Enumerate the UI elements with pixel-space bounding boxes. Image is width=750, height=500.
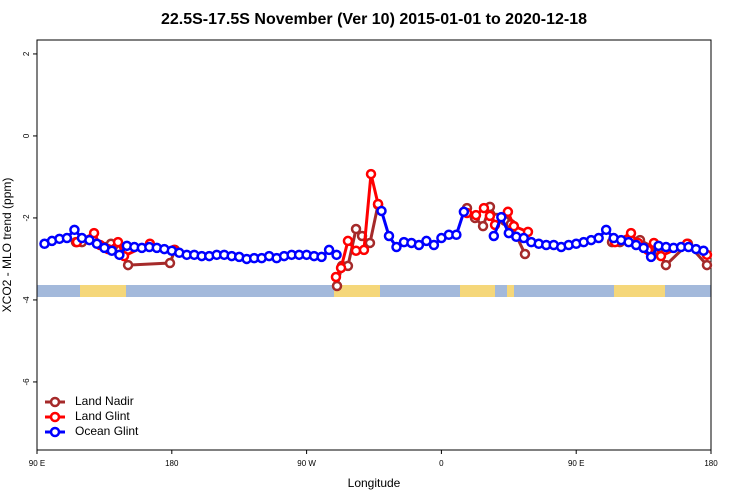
point bbox=[383, 230, 395, 242]
point bbox=[477, 220, 489, 232]
x-tick-label: 90 E bbox=[29, 459, 45, 468]
x-tick-label: 180 bbox=[704, 459, 718, 468]
x-tick-label: 90 E bbox=[568, 459, 584, 468]
point bbox=[413, 239, 425, 251]
point bbox=[364, 237, 376, 249]
point bbox=[331, 249, 342, 261]
point bbox=[376, 205, 387, 217]
point bbox=[342, 235, 354, 247]
point bbox=[519, 248, 531, 260]
point bbox=[330, 271, 342, 283]
point bbox=[69, 224, 80, 236]
point bbox=[508, 220, 520, 232]
point bbox=[638, 242, 649, 254]
point bbox=[61, 232, 73, 244]
point bbox=[421, 235, 432, 247]
land-strip bbox=[80, 285, 126, 297]
legend-label: Land Glint bbox=[75, 409, 130, 423]
legend-label: Ocean Glint bbox=[75, 424, 139, 438]
point bbox=[655, 250, 667, 262]
point bbox=[625, 227, 637, 239]
legend-marker bbox=[49, 411, 61, 423]
point bbox=[470, 209, 482, 221]
point bbox=[478, 202, 490, 214]
y-tick-label: -2 bbox=[22, 214, 31, 222]
point bbox=[331, 280, 343, 292]
plot-frame bbox=[36, 39, 712, 451]
legend-marker bbox=[49, 426, 61, 438]
point bbox=[335, 262, 347, 274]
point bbox=[323, 244, 335, 256]
legend-label: Land Nadir bbox=[75, 394, 134, 408]
point bbox=[484, 210, 496, 222]
surface-strip bbox=[37, 285, 711, 297]
point bbox=[164, 257, 176, 269]
point bbox=[391, 241, 402, 253]
y-tick-label: 0 bbox=[22, 133, 31, 138]
point bbox=[122, 259, 134, 271]
point bbox=[660, 259, 672, 271]
point bbox=[593, 232, 604, 244]
point bbox=[358, 244, 370, 256]
point bbox=[88, 227, 100, 239]
land-strip bbox=[460, 285, 495, 297]
x-tick-label: 90 W bbox=[297, 459, 316, 468]
land-strip bbox=[614, 285, 665, 297]
point bbox=[645, 251, 657, 263]
point bbox=[502, 206, 514, 218]
point bbox=[316, 251, 327, 263]
legend-marker bbox=[49, 396, 61, 408]
point bbox=[488, 230, 500, 242]
x-tick-label: 180 bbox=[165, 459, 179, 468]
chart-title: 22.5S-17.5S November (Ver 10) 2015-01-01… bbox=[161, 11, 587, 28]
point bbox=[428, 239, 440, 251]
x-tick-label: 0 bbox=[439, 459, 444, 468]
x-axis-label: Longitude bbox=[348, 476, 401, 490]
point bbox=[518, 232, 530, 244]
point bbox=[701, 259, 713, 271]
land-strip bbox=[334, 285, 380, 297]
point bbox=[600, 224, 612, 236]
y-tick-label: -6 bbox=[22, 378, 31, 386]
point bbox=[114, 249, 125, 261]
point bbox=[365, 168, 377, 180]
y-tick-label: 2 bbox=[22, 51, 31, 56]
point bbox=[698, 245, 709, 256]
point bbox=[458, 206, 470, 218]
point bbox=[496, 211, 507, 223]
y-axis-label: XCO2 - MLO trend (ppm) bbox=[0, 178, 14, 313]
point bbox=[451, 229, 462, 240]
point bbox=[112, 236, 124, 248]
land-strip bbox=[507, 285, 514, 297]
point bbox=[106, 245, 118, 256]
point bbox=[350, 223, 362, 235]
point bbox=[91, 238, 103, 250]
y-tick-label: -4 bbox=[22, 296, 31, 304]
